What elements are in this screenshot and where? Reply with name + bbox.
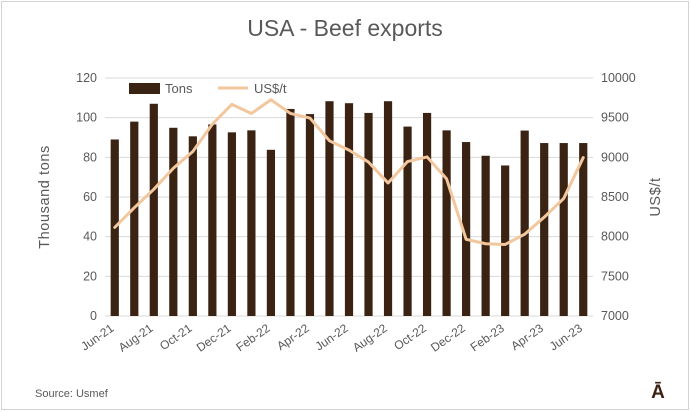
svg-text:Oct-22: Oct-22 (391, 321, 429, 353)
svg-text:Apr-23: Apr-23 (508, 321, 546, 353)
svg-text:Jun-23: Jun-23 (547, 321, 585, 354)
svg-text:Aug-21: Aug-21 (116, 321, 156, 355)
svg-text:US$/t: US$/t (254, 81, 287, 96)
svg-text:US$/t: US$/t (648, 177, 664, 216)
svg-text:8000: 8000 (601, 230, 629, 244)
svg-text:120: 120 (76, 71, 97, 85)
svg-text:Feb-22: Feb-22 (233, 321, 272, 354)
svg-text:Ā: Ā (651, 382, 665, 403)
svg-text:80: 80 (83, 150, 97, 164)
svg-text:Dec-22: Dec-22 (428, 321, 468, 355)
svg-text:60: 60 (83, 190, 97, 204)
svg-text:Jun-21: Jun-21 (78, 321, 116, 354)
svg-text:100: 100 (76, 111, 97, 125)
svg-text:40: 40 (83, 230, 97, 244)
svg-text:Thousand tons: Thousand tons (37, 145, 53, 249)
svg-text:0: 0 (90, 309, 97, 323)
svg-text:Oct-21: Oct-21 (157, 321, 195, 353)
svg-text:8500: 8500 (601, 190, 629, 204)
svg-text:9500: 9500 (601, 111, 629, 125)
svg-text:Tons: Tons (165, 81, 193, 96)
svg-text:Aug-22: Aug-22 (350, 321, 390, 355)
svg-text:Source: Usmef: Source: Usmef (35, 388, 109, 400)
svg-text:7500: 7500 (601, 269, 629, 283)
svg-text:7000: 7000 (601, 309, 629, 323)
svg-text:Dec-21: Dec-21 (194, 321, 234, 355)
svg-text:10000: 10000 (601, 71, 636, 85)
svg-text:Feb-23: Feb-23 (468, 321, 507, 354)
svg-text:9000: 9000 (601, 150, 629, 164)
svg-text:20: 20 (83, 269, 97, 283)
svg-text:Jun-22: Jun-22 (313, 321, 351, 354)
svg-text:Apr-22: Apr-22 (274, 321, 312, 353)
